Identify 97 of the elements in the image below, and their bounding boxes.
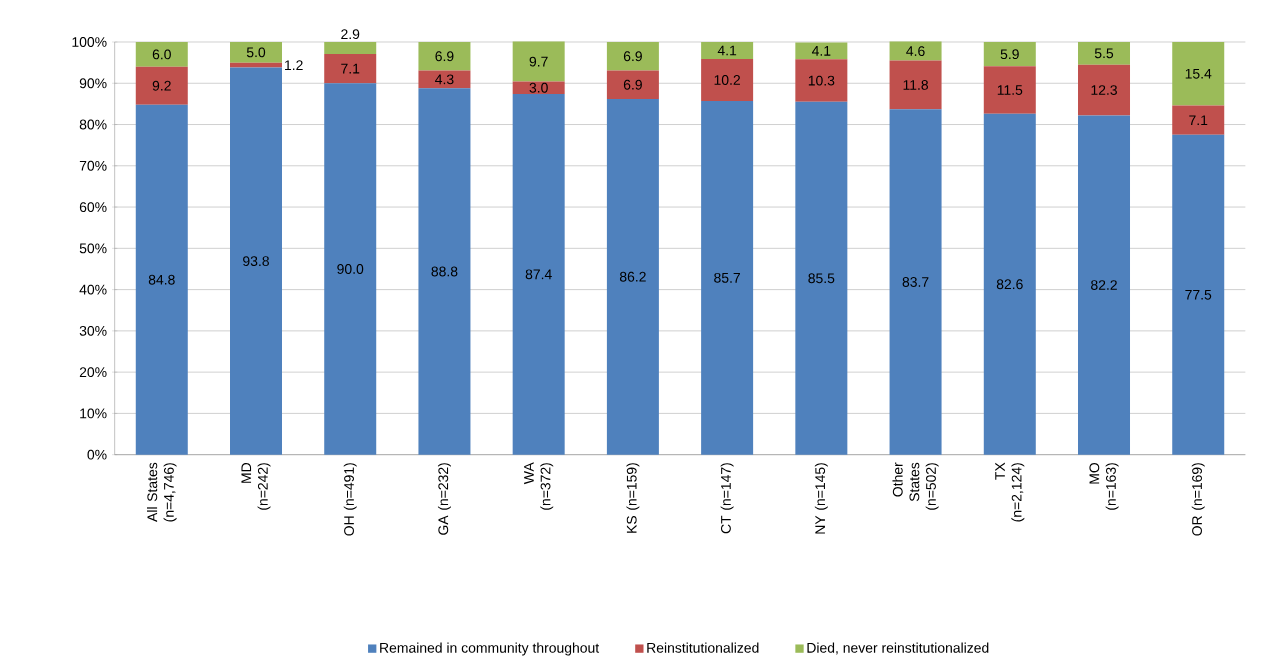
data-label: 6.9 [623, 79, 642, 90]
x-tick-label: TX (n=2,124) [995, 462, 1025, 522]
bar [606, 41, 659, 71]
bar [1078, 115, 1131, 455]
bar [889, 109, 942, 455]
bar [983, 113, 1036, 455]
bar [795, 42, 848, 60]
data-label: 9.7 [529, 56, 548, 67]
y-tick-label: 80% [79, 119, 107, 130]
x-tick-label: OR (n=169) [1191, 463, 1205, 536]
data-label: 84.8 [148, 274, 175, 285]
x-tick-label: All States (n=4,746) [146, 462, 177, 522]
bar [418, 88, 471, 455]
data-label: 9.2 [152, 80, 171, 91]
bar [701, 58, 754, 102]
bar [230, 41, 282, 63]
data-label: 12.3 [1091, 85, 1117, 96]
data-label: 15.4 [1185, 68, 1212, 79]
y-tick-label: 10% [80, 408, 107, 419]
bar [418, 41, 471, 71]
data-label: 82.6 [996, 279, 1023, 290]
bar [512, 41, 565, 82]
y-tick-label: 40% [79, 284, 107, 295]
data-label: 93.8 [243, 256, 269, 267]
data-label: 11.8 [903, 79, 929, 90]
data-label: 86.2 [619, 271, 646, 282]
bar [701, 41, 754, 59]
data-label: 7.1 [1189, 115, 1208, 125]
bar [983, 41, 1036, 67]
x-tick-label: MO (n=163) [1089, 462, 1119, 510]
data-label: 6.0 [152, 49, 171, 60]
data-label: 6.9 [623, 51, 642, 62]
y-tick-label: 30% [79, 325, 107, 336]
data-label: 1.2 [285, 60, 303, 70]
data-label: 87.4 [525, 269, 552, 280]
bar [889, 41, 942, 61]
bar [230, 67, 282, 455]
data-label: 82.2 [1091, 280, 1117, 290]
data-label: 4.1 [811, 46, 831, 56]
data-label: 4.6 [906, 46, 925, 57]
x-tick-label: KS (n=159) [626, 463, 640, 533]
data-label: 5.5 [1094, 48, 1114, 59]
bar [606, 70, 659, 99]
y-tick-label: 70% [79, 160, 107, 171]
y-tick-label: 100% [72, 37, 107, 47]
bar [512, 93, 565, 455]
x-tick-label: Other States (n=502) [892, 462, 939, 510]
bar [324, 83, 377, 455]
bar [983, 66, 1036, 114]
data-label: 83.7 [902, 277, 929, 287]
data-label: 85.5 [808, 273, 835, 284]
legend-label: Reinstitutionalized [647, 642, 759, 653]
x-tick-label: NY (n=145) [814, 463, 828, 534]
y-tick-label: 60% [79, 202, 107, 213]
bar [795, 59, 848, 102]
y-tick-label: 20% [79, 367, 107, 378]
bar [135, 66, 188, 105]
y-tick-label: 90% [79, 78, 107, 89]
x-tick-label: WA (n=372) [524, 462, 554, 510]
bar [324, 53, 377, 84]
data-label: 10.3 [808, 75, 835, 86]
bar [889, 60, 942, 110]
data-label: 7.1 [341, 63, 360, 74]
x-tick-label: MD (n=242) [241, 462, 271, 510]
bar [324, 41, 377, 54]
data-label: 6.9 [435, 51, 454, 62]
bar [230, 62, 282, 68]
data-label: 10.2 [714, 75, 740, 85]
x-tick-label: GA (n=232) [437, 463, 451, 535]
data-label: 4.3 [435, 74, 454, 85]
bar [418, 70, 471, 89]
y-tick-label: 0% [87, 449, 107, 460]
bar [1172, 134, 1225, 455]
bar [606, 98, 659, 455]
data-label: 11.5 [997, 85, 1023, 95]
bar [1172, 41, 1225, 106]
bar [1078, 64, 1131, 116]
x-tick-label: OH (n=491) [343, 463, 357, 536]
data-label: 85.7 [714, 272, 740, 283]
x-tick-label: CT (n=147) [720, 463, 734, 534]
bar [701, 101, 754, 455]
legend-label: Died, never reinstitutionalized [807, 642, 989, 655]
y-tick-label: 50% [79, 243, 107, 254]
legend-label: Remained in community throughout [380, 642, 600, 656]
bar [135, 104, 188, 455]
data-label: 5.0 [246, 47, 266, 58]
data-label: 88.8 [431, 266, 458, 277]
data-label: 90.0 [337, 264, 364, 274]
data-label: 4.1 [717, 45, 737, 56]
data-label: 3.0 [529, 82, 548, 93]
data-label: 77.5 [1185, 289, 1212, 300]
bar [1172, 105, 1225, 135]
bar [795, 101, 848, 455]
bar [135, 41, 188, 67]
data-label: 2.9 [341, 29, 360, 40]
data-label: 5.9 [1000, 49, 1019, 60]
bar [1078, 41, 1131, 65]
